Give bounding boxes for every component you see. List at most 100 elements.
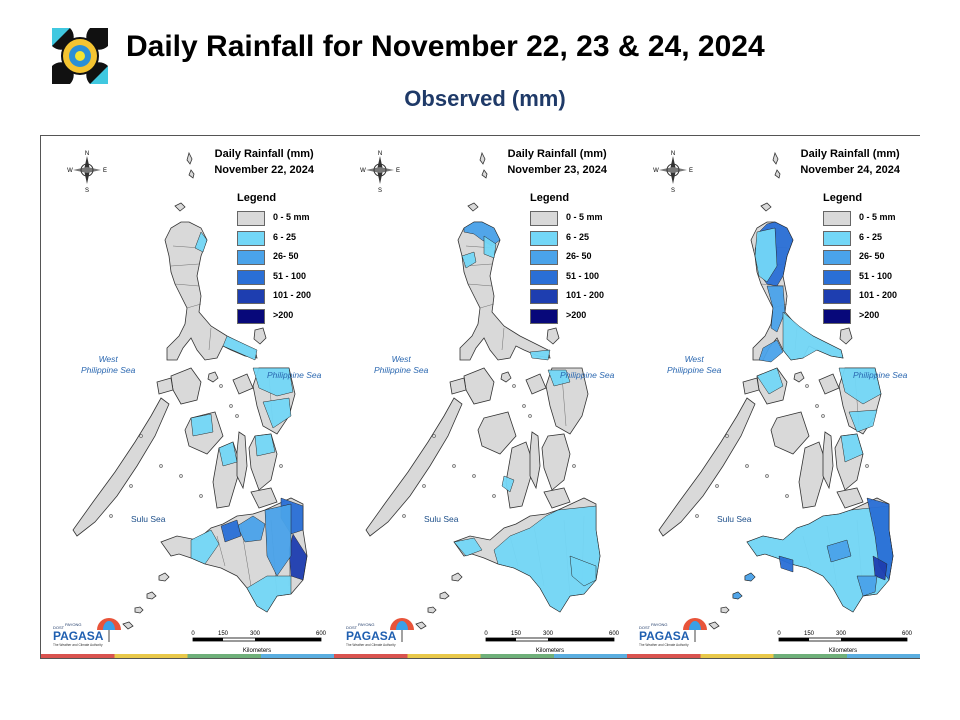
legend-item: 101 - 200 [530, 289, 620, 305]
island-busuanga [742, 377, 760, 395]
compass-label-w: W [653, 168, 659, 174]
sea-label-sulu: Sulu Sea [717, 514, 752, 524]
legend-label: 51 - 100 [859, 270, 893, 281]
island-panay [770, 411, 810, 455]
legend-item: >200 [237, 308, 327, 325]
island-sulu2 [146, 591, 157, 600]
island-mindoro [463, 367, 495, 405]
map-panel-day-2: N S E W Daily Rainfall (mm) November 23, 2024… [334, 136, 628, 658]
islet [765, 474, 769, 478]
island-tawi [122, 621, 134, 630]
rainfall-area [754, 227, 778, 283]
philippines-map [365, 151, 601, 630]
island-babuyan [174, 202, 186, 212]
sea-label-east: Philippine Sea [267, 370, 322, 380]
island-masbate [232, 373, 254, 395]
compass-label-e: E [689, 168, 693, 174]
islet [528, 414, 532, 418]
rainfall-area [782, 311, 844, 361]
islet [179, 474, 183, 478]
rainfall-area [872, 555, 888, 581]
rainfall-area [547, 369, 571, 387]
islet [422, 484, 426, 488]
scale-tick-label: 0 [484, 631, 488, 637]
rainfall-area [744, 572, 756, 582]
legend-label: 26- 50 [273, 251, 299, 261]
brand-dost: DOST [53, 625, 65, 630]
island-palawan [658, 397, 756, 537]
panel-heading: Daily Rainfall (mm) November 23, 2024 [507, 146, 607, 178]
panel-heading-title: Daily Rainfall (mm) [214, 148, 314, 160]
island-marinduque [500, 371, 512, 383]
compass-label-s: S [378, 188, 382, 194]
legend-item: 0 - 5 mm [530, 211, 620, 227]
islet [279, 464, 283, 468]
legend-swatch [237, 308, 265, 324]
legend-title: Legend [823, 192, 863, 204]
legend-item: >200 [530, 308, 620, 325]
compass-rose-icon: N S E W [67, 151, 107, 194]
rainfall-area [848, 409, 878, 433]
island-batanes1 [479, 151, 486, 165]
island-catanduanes [546, 327, 560, 345]
islet [695, 514, 699, 518]
legend-swatch [530, 289, 558, 304]
pagasa-seal-logo [48, 24, 112, 88]
scale-bar: 0 150 300 600 Kilometers [484, 631, 620, 654]
legend-title: Legend [530, 192, 570, 204]
province-boundary [479, 303, 495, 309]
rainfall-area [866, 497, 894, 581]
rainfall-area [826, 539, 852, 563]
islet [522, 404, 526, 408]
rainfall-area [758, 339, 784, 363]
island-leyte [541, 433, 571, 491]
scale-tick-label: 0 [191, 631, 195, 637]
legend-label: 51 - 100 [273, 270, 307, 281]
color-stripe [627, 654, 920, 658]
island-tawi [415, 621, 427, 630]
province-boundary [186, 303, 202, 309]
scale-tick-label: 600 [316, 631, 327, 637]
panel-heading-title: Daily Rainfall (mm) [800, 148, 900, 160]
islet [109, 514, 113, 518]
province-boundary [174, 283, 200, 287]
sea-label-sulu: Sulu Sea [424, 514, 459, 524]
legend-item: 0 - 5 mm [823, 211, 913, 227]
scale-tick-label: 600 [609, 631, 620, 637]
rainfall-area [493, 505, 601, 613]
legend-swatch [530, 211, 558, 226]
rainfall-area [190, 529, 220, 565]
legend-swatch [237, 250, 265, 265]
panel-heading-title: Daily Rainfall (mm) [507, 148, 607, 160]
rainfall-area [254, 433, 276, 457]
province-boundary [216, 535, 226, 567]
scale-tick-label: 150 [804, 631, 815, 637]
rainfall-area [463, 221, 501, 247]
legend-item: >200 [823, 308, 913, 325]
island-busuanga [156, 377, 174, 395]
legend-label: 6 - 25 [273, 231, 297, 242]
islet [815, 404, 819, 408]
legend-label: 51 - 100 [566, 270, 600, 281]
legend-item: 6 - 25 [823, 230, 913, 247]
islet [572, 464, 576, 468]
legend-swatch [823, 230, 851, 246]
scale-tick-label: 300 [250, 631, 261, 637]
compass-rose-icon: N S E W [360, 151, 400, 194]
rainfall-area [746, 505, 894, 613]
rainfall-area [246, 575, 292, 613]
islet [432, 434, 436, 438]
compass-label-e: E [103, 168, 107, 174]
island-babuyan [760, 202, 772, 212]
islet [715, 484, 719, 488]
panel-date: November 23, 2024 [507, 164, 607, 176]
island-luzon [164, 221, 258, 361]
sea-label-west: West Philippine Sea [374, 354, 429, 375]
legend-swatch [237, 269, 265, 285]
scale-tick-label: 300 [543, 631, 554, 637]
islet [452, 464, 456, 468]
legend-swatch [823, 308, 851, 324]
brand-dost: DOST [639, 625, 651, 630]
